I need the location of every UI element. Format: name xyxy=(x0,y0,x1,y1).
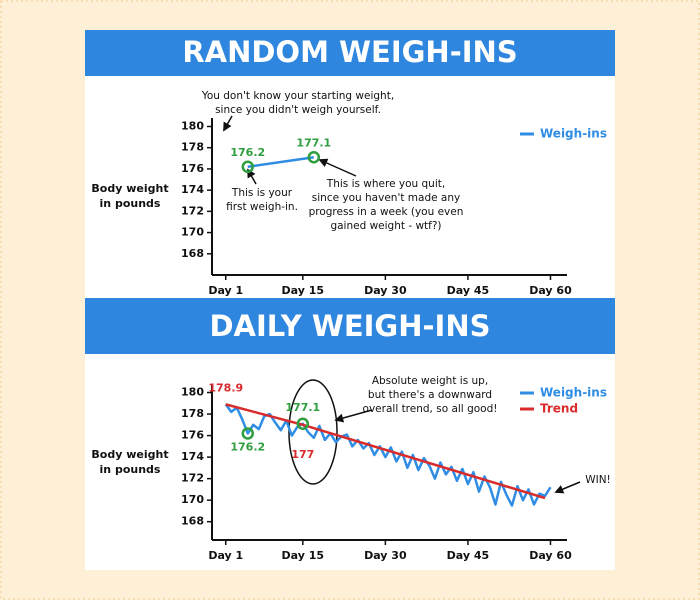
data-label: 176.2 xyxy=(230,440,265,453)
series-line xyxy=(225,403,546,500)
annotation: You don't know your starting weight, xyxy=(201,90,394,102)
series-line xyxy=(247,156,315,169)
data-label: 178.9 xyxy=(208,381,243,394)
y-tick-label: 180 xyxy=(181,119,204,132)
series-line xyxy=(224,403,552,507)
y-tick-label: 174 xyxy=(181,183,204,196)
y-tick-label: 170 xyxy=(181,493,204,506)
annotation: since you haven't made any xyxy=(312,192,460,204)
annotation: gained weight - wtf?) xyxy=(330,220,441,232)
point-marker xyxy=(241,160,255,174)
arrow xyxy=(318,158,357,177)
annotation: This is where you quit, xyxy=(326,178,445,190)
point-marker xyxy=(296,417,310,430)
data-label: 177 xyxy=(291,448,314,461)
banner xyxy=(85,30,615,76)
banner xyxy=(85,298,615,354)
legend-label: Weigh-ins xyxy=(540,386,607,400)
y-tick-label: 178 xyxy=(181,141,204,154)
data-label: 176.2 xyxy=(230,146,265,159)
chart-title: RANDOM WEIGH-INS xyxy=(182,35,517,69)
y-tick-label: 172 xyxy=(181,472,204,485)
annotation: progress in a week (you even xyxy=(309,206,464,218)
x-tick-label: Day 1 xyxy=(208,284,243,297)
x-tick-label: Day 60 xyxy=(529,549,572,562)
x-tick-label: Day 15 xyxy=(282,549,325,562)
y-tick-label: 168 xyxy=(181,515,204,528)
x-tick-label: Day 60 xyxy=(529,284,572,297)
highlight-ellipse xyxy=(288,379,338,485)
x-tick-label: Day 30 xyxy=(364,549,407,562)
y-axis-label: in pounds xyxy=(100,463,161,476)
arrow xyxy=(223,115,233,132)
y-axis-label: in pounds xyxy=(100,197,161,210)
x-tick-label: Day 45 xyxy=(447,549,490,562)
annotation: overall trend, so all good! xyxy=(363,403,498,415)
point-marker xyxy=(241,427,255,440)
y-tick-label: 180 xyxy=(181,386,204,399)
point-marker xyxy=(307,151,321,164)
y-tick-label: 176 xyxy=(181,162,204,175)
y-axis-label: Body weight xyxy=(91,448,168,461)
y-axis-label: Body weight xyxy=(91,182,168,195)
annotation: This is your xyxy=(231,187,293,199)
data-label: 177.1 xyxy=(285,401,320,414)
annotation: Absolute weight is up, xyxy=(372,375,488,387)
y-tick-label: 170 xyxy=(181,226,204,239)
y-tick-label: 176 xyxy=(181,429,204,442)
legend-label: Trend xyxy=(540,402,578,416)
y-tick-label: 168 xyxy=(181,247,204,260)
data-label: 177.1 xyxy=(296,136,331,149)
annotation: first weigh-in. xyxy=(226,201,298,213)
y-tick-label: 172 xyxy=(181,204,204,217)
annotation: WIN! xyxy=(585,474,611,486)
x-tick-label: Day 15 xyxy=(282,284,325,297)
y-tick-label: 178 xyxy=(181,407,204,420)
x-tick-label: Day 30 xyxy=(364,284,407,297)
arrow xyxy=(334,409,373,423)
annotation: but there's a downward xyxy=(368,389,492,401)
chart-title: DAILY WEIGH-INS xyxy=(209,309,490,343)
annotation: since you didn't weigh yourself. xyxy=(215,104,381,116)
y-tick-label: 174 xyxy=(181,450,204,463)
legend-label: Weigh-ins xyxy=(540,127,607,141)
x-tick-label: Day 1 xyxy=(208,549,243,562)
arrow xyxy=(554,481,581,494)
x-tick-label: Day 45 xyxy=(447,284,490,297)
